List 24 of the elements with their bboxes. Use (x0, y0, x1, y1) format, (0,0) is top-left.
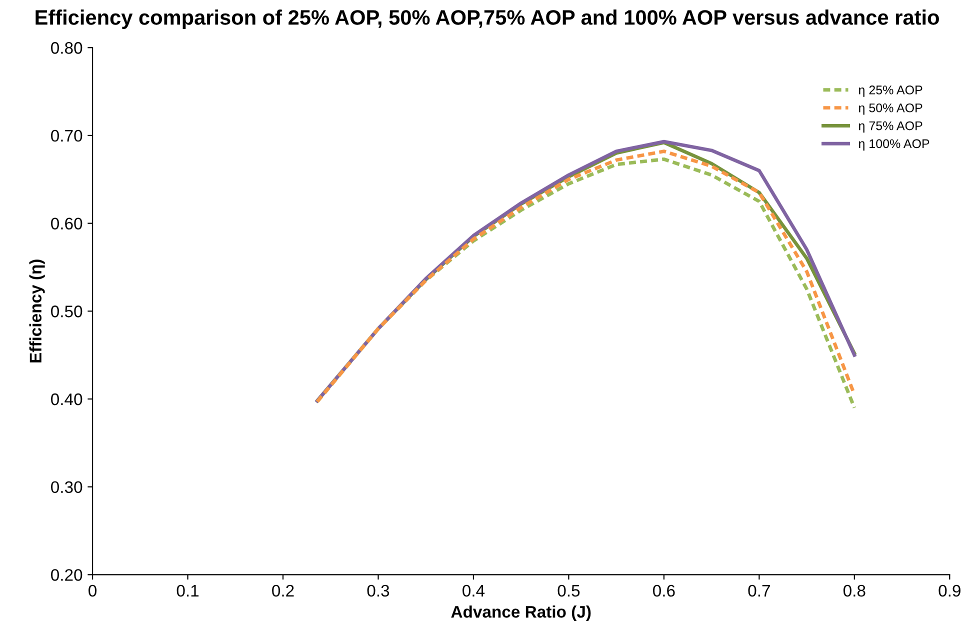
x-tick-label: 0.1 (176, 584, 199, 597)
y-tick-label: 0.60 (51, 218, 82, 230)
y-tick-label: 0.50 (51, 306, 82, 318)
x-axis-title: Advance Ratio (J) (451, 605, 591, 622)
x-tick-label: 0.8 (843, 584, 866, 597)
x-tick-label: 0.6 (653, 584, 675, 597)
x-tick-label: 0.4 (462, 584, 485, 597)
x-tick-label: 0.9 (938, 584, 960, 597)
legend-label: η 25% AOP (858, 86, 922, 97)
y-tick-label: 0.20 (51, 569, 82, 581)
x-tick-label: 0.2 (272, 584, 294, 597)
y-tick-label: 0.70 (51, 130, 82, 142)
y-tick-label: 0.80 (51, 42, 82, 54)
y-tick-label: 0.30 (51, 481, 82, 494)
x-tick-label: 0.5 (558, 584, 580, 597)
legend-label: η 75% AOP (858, 121, 922, 133)
legend-label: η 50% AOP (858, 103, 922, 115)
x-tick-label: 0 (88, 584, 97, 597)
y-axis-title: Efficiency (η) (29, 260, 45, 362)
y-tick-label: 0.40 (51, 393, 82, 406)
x-tick-label: 0.3 (367, 584, 390, 597)
chart-title: Efficiency comparison of 25% AOP, 50% AOP,75% AOP and 100% AOP versus advance ratio (36, 10, 939, 29)
legend-label: η 100% AOP (858, 139, 930, 151)
x-tick-label: 0.7 (748, 584, 770, 597)
